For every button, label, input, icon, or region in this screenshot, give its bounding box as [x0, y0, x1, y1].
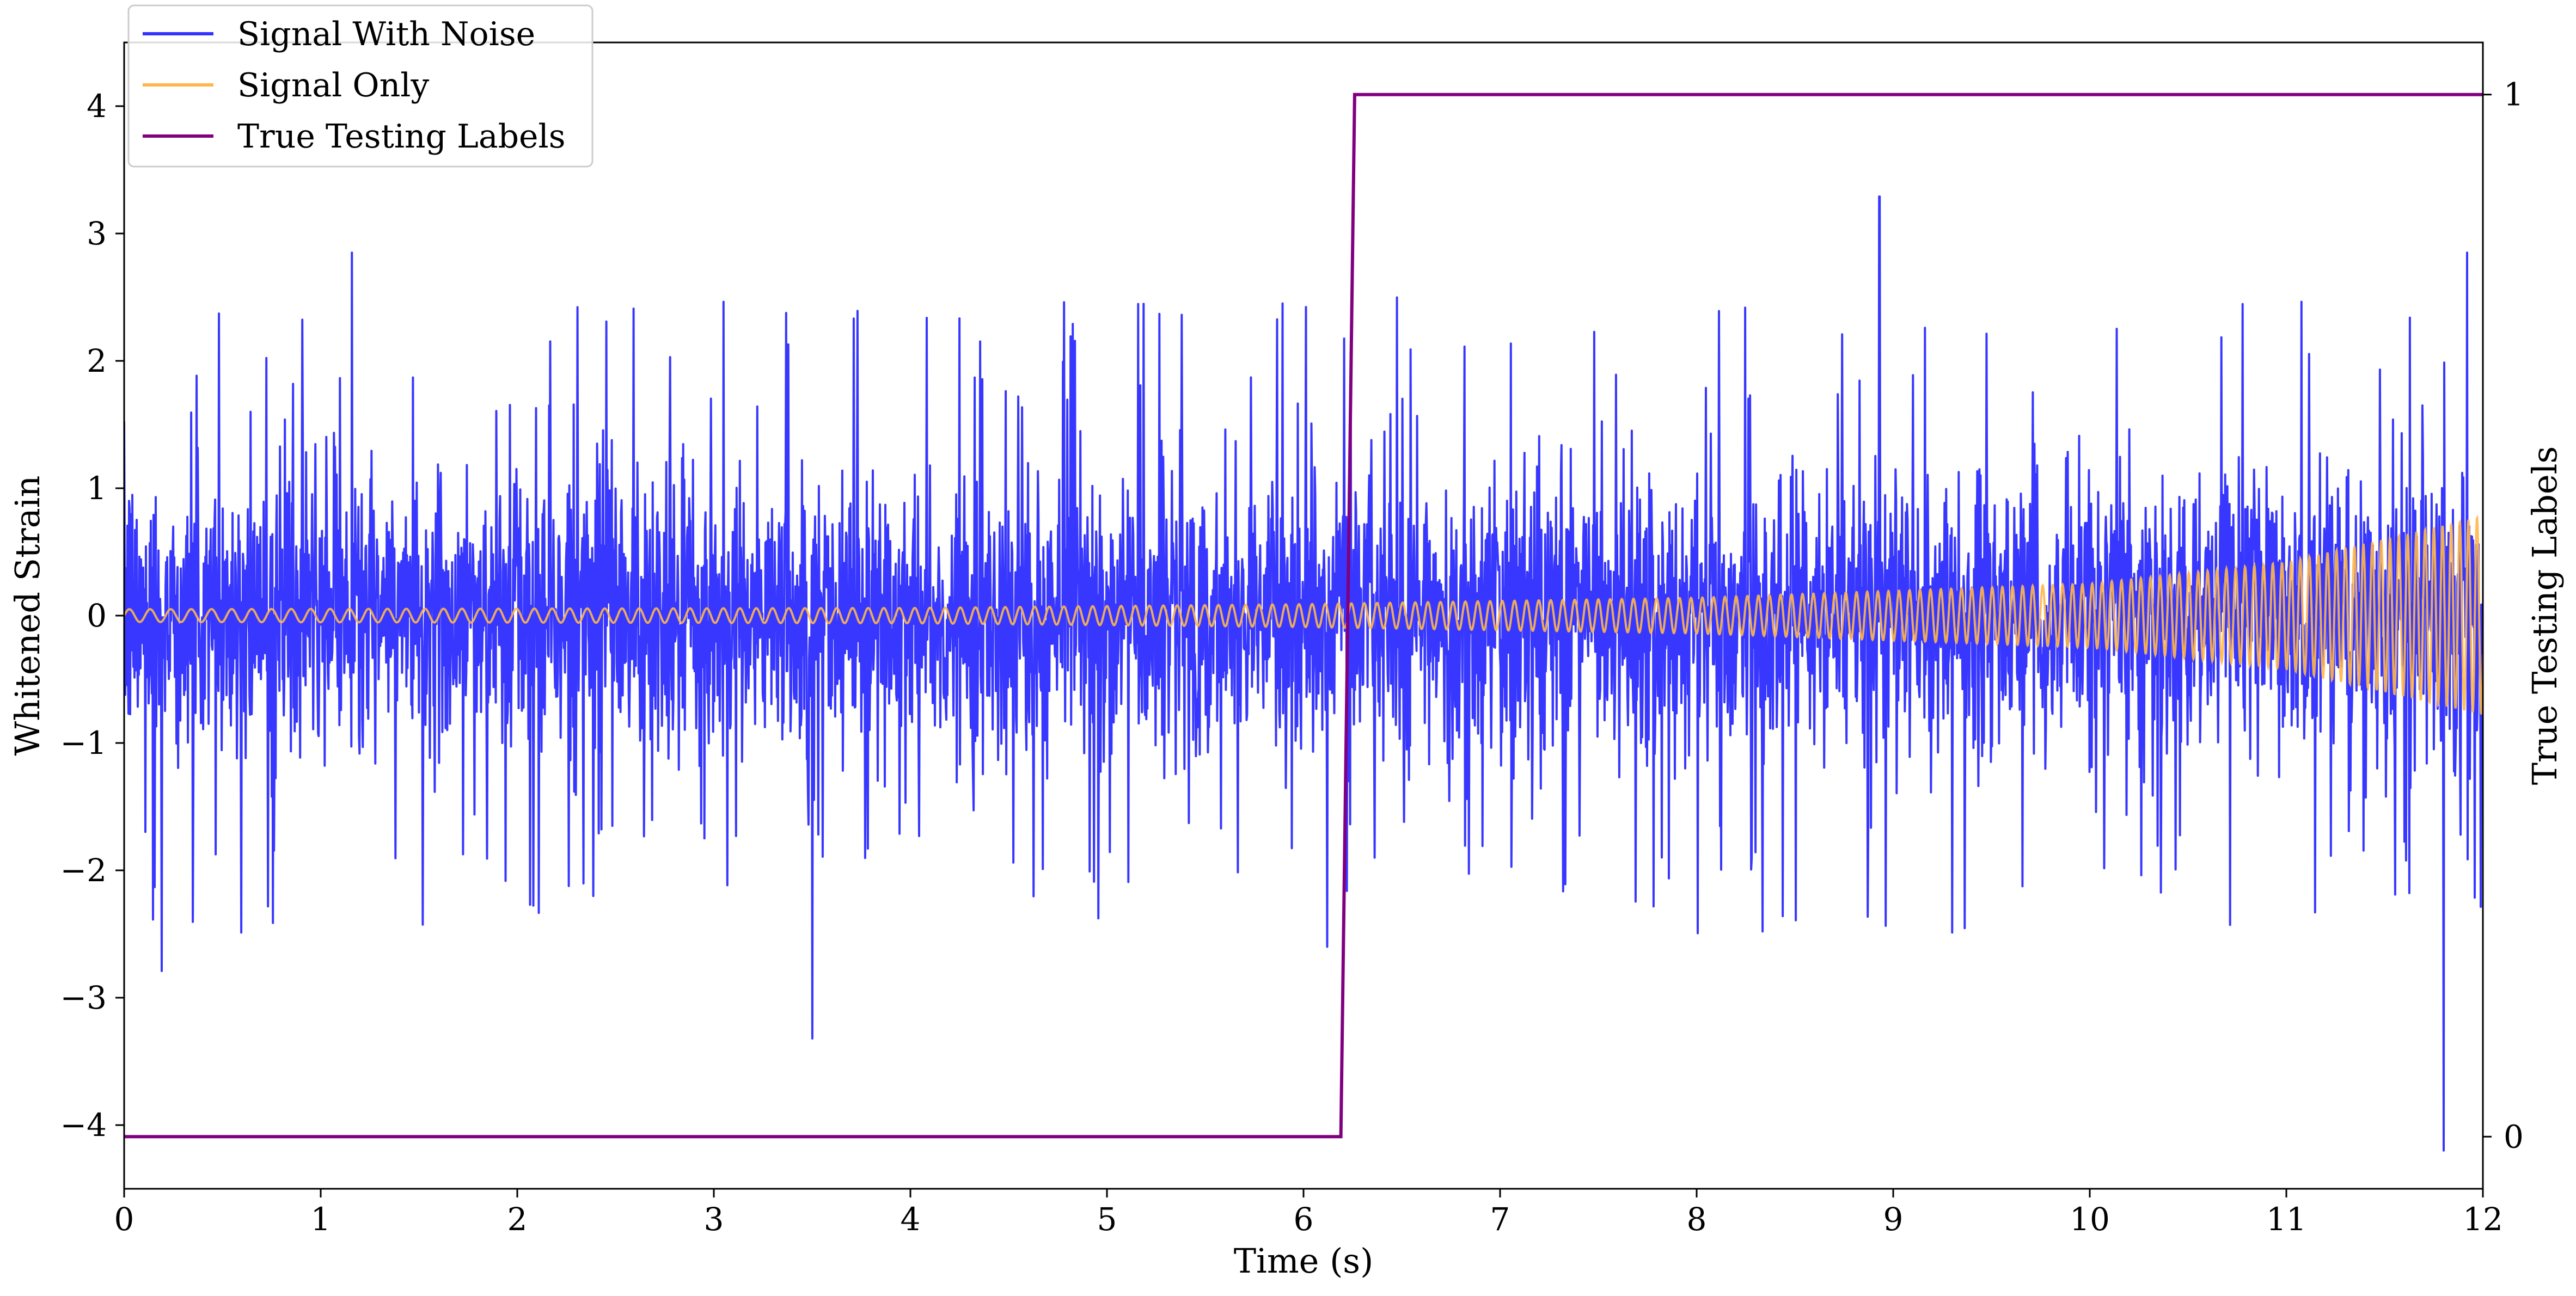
legend-label-signal-with-noise: Signal With Noise: [237, 15, 535, 53]
y-tick-label: −1: [60, 724, 107, 761]
x-tick-label: 12: [2463, 1201, 2503, 1238]
y-tick-label: 3: [87, 215, 107, 252]
y-tick-label: 4: [87, 88, 107, 125]
x-tick-label: 0: [114, 1201, 134, 1238]
plot-area: [124, 93, 2483, 1152]
y-tick-label: 1: [87, 470, 107, 507]
x-tick-label: 5: [1097, 1201, 1117, 1238]
x-tick-label: 11: [2266, 1201, 2306, 1238]
y-tick-label: −4: [60, 1107, 107, 1144]
x-tick-label: 10: [2070, 1201, 2110, 1238]
x-tick-label: 3: [704, 1201, 724, 1238]
y-axis-label: Whitened Strain: [8, 476, 47, 756]
x-tick-label: 4: [901, 1201, 921, 1238]
legend-label-signal-only: Signal Only: [237, 66, 429, 105]
x-tick-label: 2: [507, 1201, 528, 1238]
y-tick-label: −2: [60, 852, 107, 889]
series-signal-with-noise: [124, 195, 2483, 1152]
y2-tick-label: 1: [2504, 76, 2524, 113]
series-signal-only: [124, 514, 2483, 715]
legend-label-true-testing-labels: True Testing Labels: [237, 118, 566, 156]
legend: Signal With Noise Signal Only True Testi…: [127, 4, 593, 168]
x-tick-label: 7: [1490, 1201, 1510, 1238]
x-axis-label: Time (s): [1234, 1241, 1374, 1281]
series-true-testing-labels: [124, 93, 2483, 1139]
x-tick-label: 8: [1687, 1201, 1707, 1238]
y2-axis-label: True Testing Labels: [2525, 446, 2565, 785]
y-tick-label: 0: [87, 597, 107, 634]
y-tick-label: 2: [87, 342, 107, 379]
legend-frame: [127, 4, 593, 168]
x-tick-label: 1: [311, 1201, 331, 1238]
x-tick-label: 9: [1883, 1201, 1904, 1238]
y2-tick-label: 0: [2504, 1118, 2524, 1155]
y-tick-label: −3: [60, 979, 107, 1016]
x-tick-label: 6: [1294, 1201, 1314, 1238]
